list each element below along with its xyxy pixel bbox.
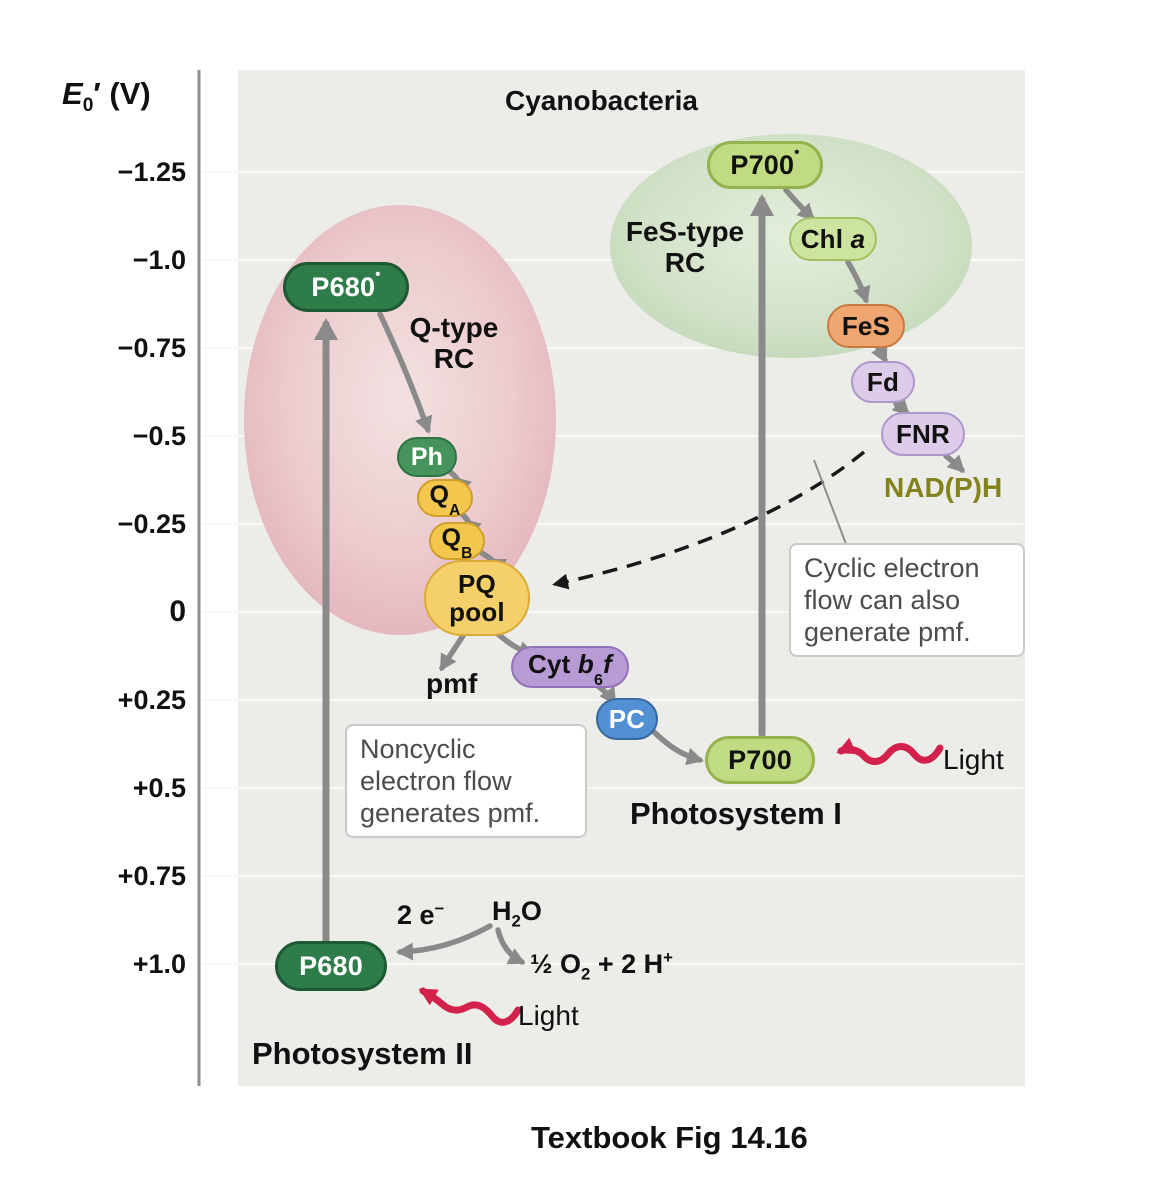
figure-caption: Textbook Fig 14.16: [531, 1120, 808, 1155]
node-plastocyanin: PC: [596, 698, 658, 740]
y-tick: +0.5: [132, 773, 186, 803]
y-tick: +1.0: [132, 949, 186, 979]
node-p680: P680: [275, 941, 387, 991]
light-label-ps1: Light: [943, 744, 1004, 775]
node-qb: QB: [429, 522, 485, 561]
y-tick: 0: [169, 595, 186, 628]
y-tick: −0.75: [117, 333, 186, 363]
oxygen-product-label: ½ O2 + 2 H+: [530, 948, 673, 984]
node-chl-a: Chl a: [789, 217, 877, 261]
arrow-chla-to-fes: [845, 259, 871, 304]
node-p700-excited: P700•: [707, 141, 823, 189]
light-arrow-ps2: [418, 987, 522, 1026]
nadph-label: NAD(P)H: [884, 472, 1003, 503]
cyclic-callout: Cyclic electron flow can also generate p…: [789, 543, 1025, 657]
light-arrows: [418, 737, 944, 1026]
y-tick: −1.0: [132, 245, 186, 275]
node-cyt-b6f: Cyt b6f: [511, 646, 629, 688]
node-fes: FeS: [827, 304, 905, 348]
y-tick: −0.25: [117, 509, 186, 539]
y-tick: +0.25: [117, 685, 186, 715]
node-p680-excited: P680•: [283, 262, 409, 312]
light-label-ps2: Light: [518, 1000, 579, 1031]
figure-title: Cyanobacteria: [505, 85, 698, 116]
y-tick: −0.5: [132, 421, 186, 451]
pmf-label: pmf: [426, 668, 478, 699]
node-pheophytin: Ph: [397, 437, 457, 477]
water-label: H2O: [492, 896, 542, 931]
arrow-fnr-to-nadph: [943, 453, 965, 473]
excitation-arrows: [314, 194, 774, 944]
q-type-rc-label: Q-type RC: [409, 312, 499, 374]
node-fnr: FNR: [881, 412, 965, 456]
node-p700: P700: [705, 736, 815, 784]
y-axis-title: E0′ (V): [62, 76, 151, 117]
photosystem-i-label: Photosystem I: [630, 796, 842, 831]
arrow-h2o-to-o2: [495, 927, 526, 965]
node-pq-pool: PQ pool: [424, 560, 530, 636]
y-tick: +0.75: [117, 861, 186, 891]
arrow-pc-to-p700: [649, 727, 704, 766]
noncyclic-callout: Noncyclic electron flow generates pmf.: [345, 724, 587, 838]
two-electrons-label: 2 e−: [397, 899, 445, 930]
node-fd: Fd: [851, 361, 915, 403]
cyclic-callout-connector: [813, 459, 847, 545]
arrow-p700star-to-chla: [783, 187, 815, 221]
arrow-h2o-to-p680: [396, 923, 493, 961]
photosystem-ii-label: Photosystem II: [252, 1036, 473, 1071]
arrow-p680star-to-ph: [377, 311, 433, 434]
light-arrow-ps1: [836, 737, 944, 765]
fes-type-rc-label: FeS-type RC: [625, 216, 745, 278]
arrow-pq-to-pmf: [439, 631, 467, 672]
arrow-fes-to-fd: [871, 344, 888, 364]
node-qa: QA: [417, 479, 473, 518]
y-tick: −1.25: [117, 157, 186, 187]
